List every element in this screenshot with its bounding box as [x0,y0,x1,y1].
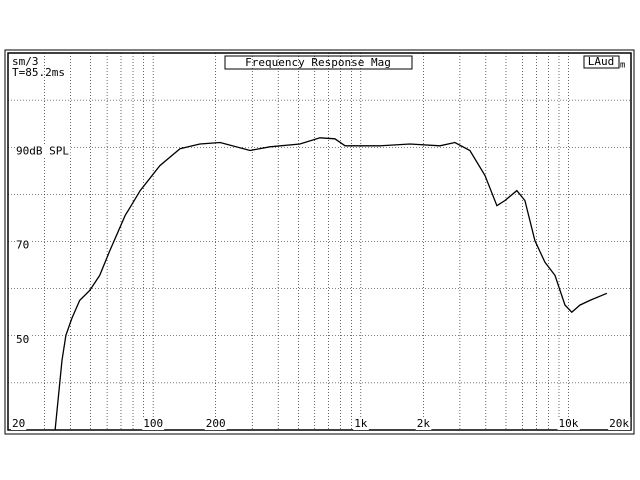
title-box [224,55,413,70]
x-tick-label: 20k [609,417,629,430]
x-tick-label: 2k [417,417,431,430]
x-tick-label: 1k [354,417,368,430]
y-tick-label-bg [15,144,71,158]
y-tick-label: 90dB SPL [16,144,69,157]
x-tick-label-bg [204,417,227,430]
y-tick-label: 50 [16,333,29,346]
badge-suffix: m [620,61,625,71]
x-tick-label: 200 [206,417,226,430]
y-tick-label-bg [15,238,31,252]
x-tick-label-bg [11,417,27,430]
note: sm/3 [12,55,39,68]
response-curve [54,137,608,431]
x-tick-label: 20 [12,417,25,430]
x-tick-label-bg [608,417,631,430]
x-tick-label-bg [557,417,580,430]
x-tick-label-bg [415,417,432,430]
badge: LAud [588,55,615,68]
x-tick-label-bg [142,417,165,430]
x-tick-label-bg [353,417,369,430]
chart-title: Frequency Response Mag [245,56,391,69]
y-tick-label-bg [15,332,31,346]
x-tick-label: 10k [559,417,579,430]
outer-frame [4,49,635,435]
y-tick-label: 70 [16,239,29,252]
x-tick-label: 100 [143,417,163,430]
badge-box [583,55,620,69]
note: T=85.2ms [12,66,65,79]
